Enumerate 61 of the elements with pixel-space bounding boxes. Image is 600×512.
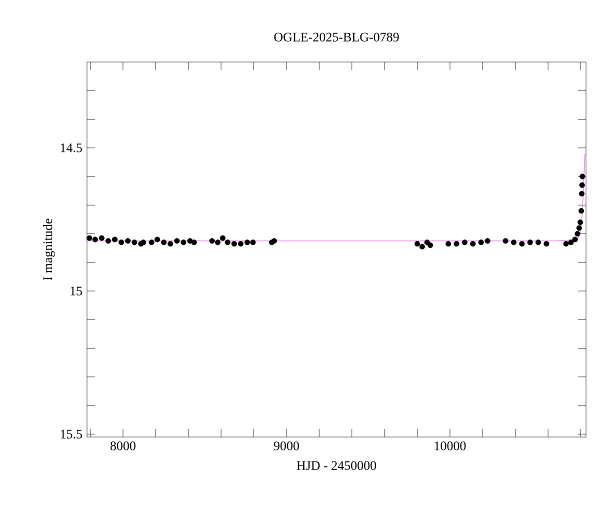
y-axis-title: I magnitude <box>43 218 55 280</box>
point <box>414 240 420 247</box>
point <box>446 240 452 247</box>
point <box>478 240 484 246</box>
point <box>577 220 584 226</box>
point <box>544 240 550 247</box>
point <box>161 240 167 246</box>
point <box>579 182 585 188</box>
x-tick-label: 9000 <box>274 442 299 450</box>
point <box>428 242 434 248</box>
point <box>180 240 186 246</box>
point <box>535 240 542 246</box>
point <box>209 238 215 244</box>
point <box>519 240 525 247</box>
chart-title: OGLE-2025-BLG-0789 <box>274 32 399 42</box>
point <box>168 240 174 247</box>
point <box>187 238 193 244</box>
point <box>250 240 256 246</box>
point <box>419 244 425 250</box>
point <box>578 208 584 214</box>
line-series <box>87 153 586 242</box>
point <box>148 240 154 246</box>
point <box>502 238 508 244</box>
point <box>238 240 244 247</box>
y-tick-label: 14.5 <box>60 144 82 152</box>
point <box>454 240 460 247</box>
point <box>112 236 118 242</box>
point <box>470 240 476 247</box>
point <box>140 240 146 246</box>
point <box>174 238 180 244</box>
x-axis-title: HJD - 2450000 <box>296 461 376 470</box>
x-tick-label: 8000 <box>110 442 136 450</box>
point <box>92 236 98 242</box>
point <box>244 240 250 246</box>
point <box>563 240 569 247</box>
point <box>484 238 490 244</box>
point <box>527 240 533 246</box>
point <box>462 240 468 246</box>
point <box>574 230 580 237</box>
x-tick-label: 10000 <box>434 442 466 450</box>
point <box>86 235 92 241</box>
point <box>132 240 138 246</box>
point <box>220 235 226 241</box>
point <box>191 240 197 246</box>
point <box>215 240 221 246</box>
point <box>578 190 585 196</box>
point <box>572 236 578 242</box>
y-tick-label: 15 <box>70 286 82 296</box>
point <box>580 174 586 180</box>
point <box>576 225 582 231</box>
point <box>568 240 574 246</box>
point <box>510 240 517 246</box>
point <box>271 238 278 244</box>
point <box>231 240 237 247</box>
point <box>224 240 230 246</box>
point <box>105 238 112 244</box>
point <box>154 236 160 242</box>
point <box>125 238 131 244</box>
point <box>98 235 105 241</box>
y-tick-label: 15.5 <box>60 430 82 439</box>
point <box>118 240 124 246</box>
